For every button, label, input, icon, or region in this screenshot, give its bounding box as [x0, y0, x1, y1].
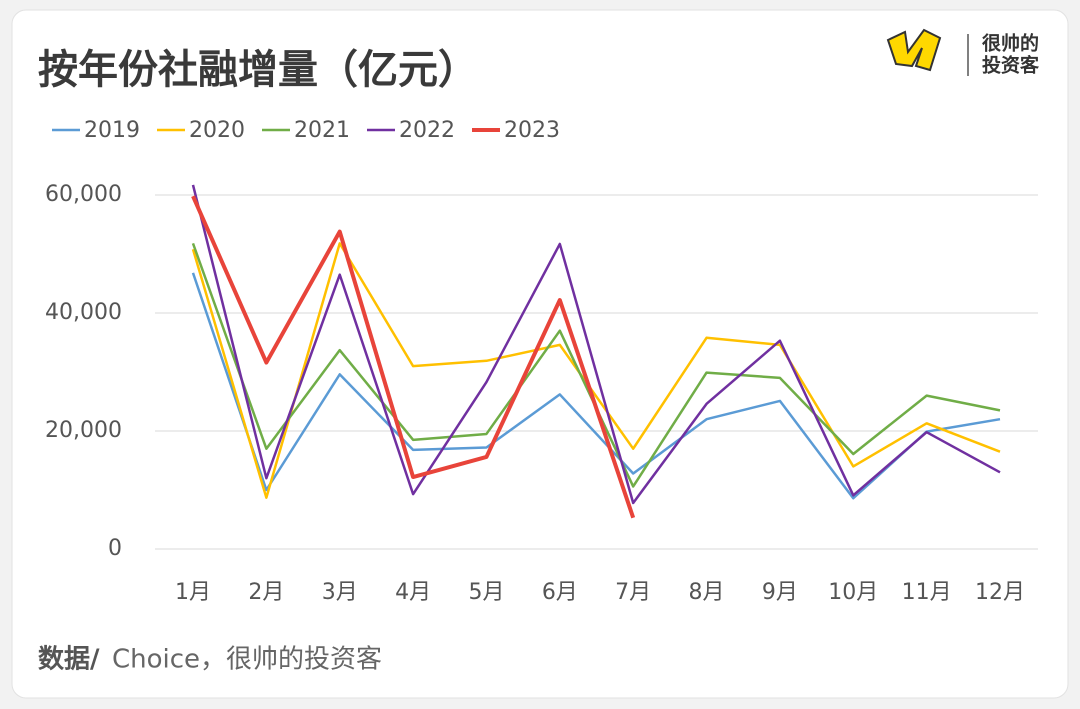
series-line — [191, 242, 1001, 499]
x-tick-label: 6月 — [542, 580, 578, 605]
y-tick-label: 20,000 — [45, 418, 122, 443]
y-tick-label: 40,000 — [45, 300, 122, 325]
x-tick-label: 7月 — [615, 580, 651, 605]
logo: 很帅的 投资客 — [886, 28, 1040, 77]
series-line — [191, 184, 1001, 505]
series-line — [191, 195, 636, 519]
chart-title: 按年份社融增量（亿元） — [38, 47, 478, 93]
x-tick-label: 8月 — [689, 580, 725, 605]
legend-label: 2019 — [84, 118, 140, 143]
legend-label: 2023 — [504, 118, 560, 143]
x-tick-label: 11月 — [902, 580, 952, 605]
x-tick-label: 10月 — [828, 580, 878, 605]
logo-mark — [886, 28, 942, 72]
x-tick-label: 5月 — [468, 580, 504, 605]
source: Choice，很帅的投资客 — [112, 645, 382, 675]
x-tick-label: 4月 — [395, 580, 431, 605]
y-tick-label: 0 — [108, 536, 122, 561]
card — [11, 9, 1069, 699]
source-label: 数据/ — [38, 645, 100, 675]
series-line — [191, 272, 1001, 500]
x-tick-label: 12月 — [975, 580, 1025, 605]
x-tick-label: 2月 — [248, 580, 284, 605]
brand-line: 投资客 — [982, 54, 1040, 77]
legend-label: 2021 — [294, 118, 350, 143]
x-tick-label: 9月 — [762, 580, 798, 605]
x-tick-label: 1月 — [175, 580, 211, 605]
legend-label: 2020 — [189, 118, 245, 143]
legend-label: 2022 — [399, 118, 455, 143]
brand-line: 很帅的 — [982, 32, 1039, 55]
y-tick-label: 60,000 — [45, 182, 122, 207]
x-tick-label: 3月 — [322, 580, 358, 605]
